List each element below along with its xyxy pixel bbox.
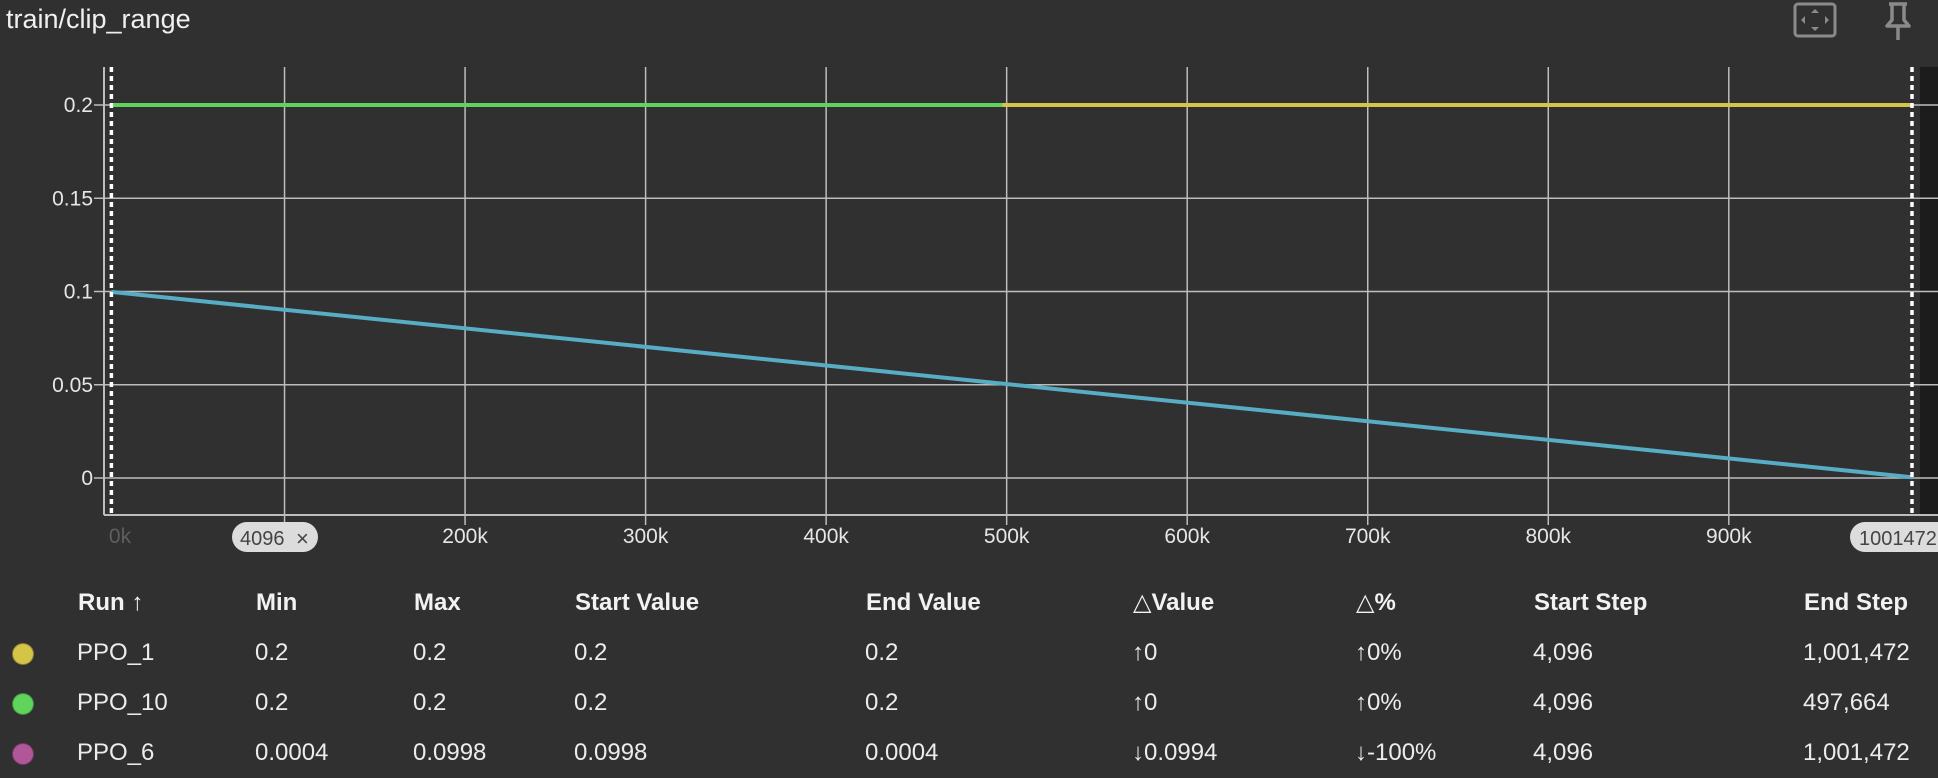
column-header: End Step [1804,589,1909,616]
y-tick-label: 0.2 [64,94,93,117]
table-row[interactable]: PPO_1 0.2 0.2 0.2 0.2 ↑0 ↑0% 4,096 1,001,472 [0,628,1938,678]
fit-to-data-icon [1793,2,1837,38]
table-cell: 0.0004 [255,739,329,766]
table-cell: 1,001,472 [1803,739,1910,766]
range-end-label: 1001472 [1859,528,1937,550]
table-cell: 497,664 [1803,689,1890,716]
table-cell: 1,001,472 [1803,639,1910,666]
run-color-swatch[interactable] [12,743,34,765]
table-cell: ↑0 [1132,639,1158,666]
pin-button[interactable] [1877,0,1919,42]
table-cell: 0.2 [865,689,899,716]
table-cell: 4,096 [1533,739,1594,766]
column-header: End Value [866,589,981,616]
x-tick-label: 700k [1345,525,1391,548]
line-chart[interactable]: 00.050.10.150.2 0k100k200k300k400k500k60… [0,0,1938,572]
table-cell: 0.0998 [574,739,648,766]
x-tick-label: 300k [623,525,669,548]
table-cell: ↑0% [1355,689,1402,716]
table-header-row: Run ↑ Min Max Start Value End Value △Value △% S… [0,578,1938,628]
table-cell: 0.2 [574,689,608,716]
column-header: Start Value [575,589,700,616]
table-cell: 0.2 [413,639,447,666]
table-cell: 4,096 [1533,689,1594,716]
table-cell: 0.2 [865,639,899,666]
table-cell: 0.0004 [865,739,939,766]
column-header: Max [414,589,461,616]
range-start-label: 4096 [240,528,285,550]
runs-table: Run ↑ Min Max Start Value End Value △Value △% S… [0,578,1938,778]
y-tick-label: 0.1 [64,281,93,304]
run-name: PPO_1 [77,639,155,666]
run-name: PPO_10 [77,689,168,716]
range-start-close-icon[interactable]: × [296,526,309,551]
table-row[interactable]: PPO_10 0.2 0.2 0.2 0.2 ↑0 ↑0% 4,096 497,664 [0,678,1938,728]
x-tick-label: 500k [984,525,1030,548]
table-cell: 0.0998 [413,739,487,766]
x-tick-label: 900k [1706,525,1752,548]
range-end-chip[interactable]: 1001472 [1850,522,1938,552]
y-tick-label: 0.15 [52,187,93,210]
table-cell: ↑0% [1355,639,1402,666]
series-line-ppo-6[interactable] [111,289,1913,480]
y-tick-label: 0 [81,467,93,490]
range-start-chip-bg [232,522,318,552]
x-tick-label: 400k [803,525,849,548]
column-header: Min [256,589,298,616]
x-tick-label: 800k [1526,525,1572,548]
y-tick-label: 0.05 [52,374,93,397]
range-end-chip-bg [1850,522,1938,552]
table-cell: ↓0.0994 [1132,739,1218,766]
pin-icon [1885,2,1911,40]
table-cell: 0.2 [574,639,608,666]
x-tick-label: 600k [1164,525,1210,548]
column-header: △% [1356,589,1396,616]
table-cell: ↓-100% [1355,739,1437,766]
table-cell: 0.2 [413,689,447,716]
column-header: △Value [1133,589,1215,616]
range-start-chip[interactable]: 4096 × [232,522,318,552]
column-header[interactable]: Run ↑ [78,589,144,616]
table-cell: 0.2 [255,689,289,716]
table-row[interactable]: PPO_6 0.0004 0.0998 0.0998 0.0004 ↓0.0994 ↓-10… [0,728,1938,778]
column-header: Start Step [1534,589,1648,616]
chart-title: train/clip_range [6,4,191,34]
table-cell: 0.2 [255,639,289,666]
run-name: PPO_6 [77,739,155,766]
table-cell: 4,096 [1533,639,1594,666]
x-tick-label: 0k [109,525,132,548]
run-color-swatch[interactable] [12,643,34,665]
fit-to-data-button[interactable] [1792,0,1838,40]
run-color-swatch[interactable] [12,693,34,715]
x-tick-label: 200k [442,525,488,548]
table-cell: ↑0 [1132,689,1158,716]
